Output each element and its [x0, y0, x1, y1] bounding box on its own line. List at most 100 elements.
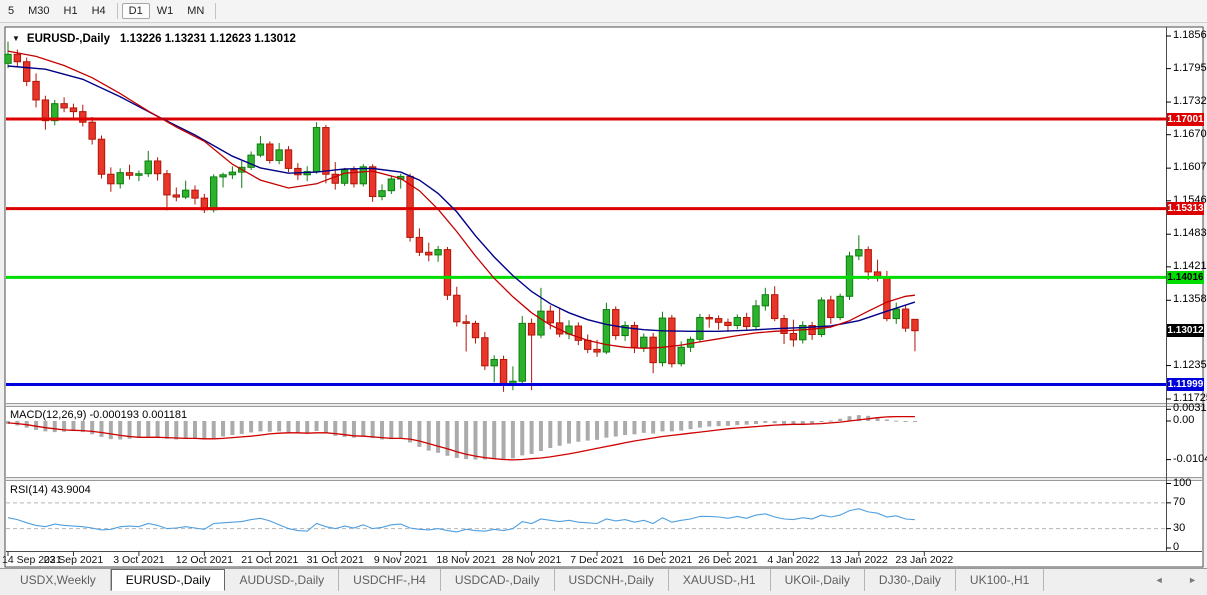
date-label: 28 Nov 2021: [501, 554, 562, 566]
chart-tab-dj30-daily[interactable]: DJ30-,Daily: [865, 569, 956, 591]
candle: [462, 321, 470, 324]
tab-scroll-left-icon[interactable]: ◄: [1154, 575, 1164, 585]
chart-tab-eurusd-daily[interactable]: EURUSD-,Daily: [110, 569, 226, 591]
macd-histogram-bar: [819, 421, 824, 423]
candle: [266, 143, 274, 161]
macd-histogram-bar: [99, 421, 104, 437]
macd-histogram-bar: [716, 421, 721, 427]
candle: [602, 309, 611, 353]
candle: [733, 317, 741, 326]
macd-histogram-bar: [744, 421, 749, 425]
macd-histogram-bar: [370, 421, 375, 439]
rsi-line: [7, 508, 915, 533]
chart-title: ▼ EURUSD-,Daily 1.13226 1.13231 1.12623 1.…: [12, 33, 296, 45]
rsi-indicator-label: RSI(14) 43.9004: [10, 484, 91, 496]
macd-histogram-bar: [529, 421, 534, 454]
macd-histogram-bar: [323, 421, 328, 434]
macd-signal-line: [7, 415, 915, 461]
symbol-dropdown-icon[interactable]: ▼: [12, 34, 20, 43]
candle: [864, 249, 872, 273]
macd-histogram-bar: [380, 421, 384, 440]
candle: [172, 194, 181, 198]
candle: [499, 358, 508, 386]
candle: [911, 318, 919, 332]
timeframe-button-h4[interactable]: H4: [91, 5, 106, 17]
candle: [219, 174, 227, 178]
candle: [593, 348, 601, 353]
chart-tab-ukoil-daily[interactable]: UKOil-,Daily: [771, 569, 865, 591]
timeframe-button-h1[interactable]: H1: [63, 5, 78, 17]
price-tick-label: 1.11725: [1173, 391, 1207, 404]
candle: [107, 173, 115, 185]
candle: [640, 336, 648, 349]
macd-histogram-bar: [501, 421, 506, 460]
macd-histogram-bar: [903, 421, 908, 422]
chart-tab-uk100-h1[interactable]: UK100-,H1: [956, 569, 1045, 591]
macd-histogram-bar: [277, 421, 282, 432]
macd-histogram-bar: [136, 421, 141, 438]
price-tick-label: 1.16075: [1173, 161, 1207, 174]
chart-tab-usdchf-h4[interactable]: USDCHF-,H4: [339, 569, 441, 591]
timeframe-button-d1[interactable]: D1: [121, 3, 150, 19]
timeframe-button-5[interactable]: 5: [8, 5, 15, 17]
macd-histogram-bar: [585, 421, 590, 441]
candle: [415, 236, 424, 253]
macd-histogram-bar: [361, 421, 366, 437]
tab-scroll-right-icon[interactable]: ►: [1188, 575, 1197, 585]
macd-histogram-bar: [445, 421, 450, 456]
macd-histogram-bar: [267, 421, 272, 432]
chart-tab-xauusd-h1[interactable]: XAUUSD-,H1: [669, 569, 771, 591]
timeframe-button-m30[interactable]: M30: [28, 5, 50, 17]
candle: [574, 325, 583, 341]
macd-histogram-bar: [894, 420, 899, 422]
candle: [116, 172, 124, 185]
rsi-tick-label: 30: [1173, 521, 1186, 534]
chart-tab-usdcnh-daily[interactable]: USDCNH-,Daily: [555, 569, 669, 591]
candle: [705, 317, 713, 320]
chart-tab-usdx-weekly[interactable]: USDX,Weekly: [6, 569, 111, 591]
macd-histogram-bar: [305, 421, 310, 434]
candle: [247, 154, 255, 168]
candle: [658, 317, 667, 364]
macd-histogram-bar: [6, 421, 10, 424]
chart-tab-usdcad-daily[interactable]: USDCAD-,Daily: [441, 569, 555, 591]
candle: [350, 169, 358, 185]
price-level-badge: 1.13012: [1167, 324, 1204, 338]
price-tick-label: 1.18565: [1173, 29, 1207, 41]
candle: [32, 80, 40, 101]
candle: [453, 294, 461, 323]
macd-histogram-bar: [800, 421, 805, 424]
macd-histogram-bar: [632, 421, 637, 435]
price-tick-label: 1.13585: [1173, 293, 1207, 306]
candle: [153, 160, 162, 175]
candle: [191, 189, 199, 199]
timeframe-button-mn[interactable]: MN: [187, 5, 205, 17]
macd-tick-label: -0.01043: [1173, 452, 1207, 465]
candle: [312, 127, 321, 173]
candle: [69, 107, 78, 113]
macd-histogram-bar: [754, 421, 758, 424]
macd-histogram-bar: [333, 421, 338, 436]
candle: [210, 176, 218, 211]
macd-histogram-bar: [604, 421, 609, 438]
macd-histogram-bar: [613, 421, 618, 437]
candle: [387, 178, 396, 192]
chart-tab-audusd-daily[interactable]: AUDUSD-,Daily: [225, 569, 340, 591]
macd-histogram-bar: [417, 421, 422, 447]
candle: [714, 318, 723, 323]
macd-histogram-bar: [595, 421, 600, 440]
price-level-badge: 1.15313: [1167, 202, 1204, 216]
macd-histogram-bar: [164, 421, 169, 439]
macd-histogram-bar: [510, 421, 515, 459]
candle: [97, 138, 106, 175]
price-tick-label: 1.17320: [1173, 95, 1207, 108]
date-label: 31 Oct 2021: [306, 554, 364, 566]
macd-histogram-bar: [155, 421, 160, 438]
price-tick-label: 1.12355: [1173, 358, 1207, 371]
rsi-tick-label: 0: [1173, 541, 1180, 553]
macd-histogram-bar: [492, 421, 497, 459]
timeframe-button-w1[interactable]: W1: [156, 5, 174, 17]
macd-histogram-bar: [464, 421, 469, 460]
candle: [51, 103, 59, 122]
